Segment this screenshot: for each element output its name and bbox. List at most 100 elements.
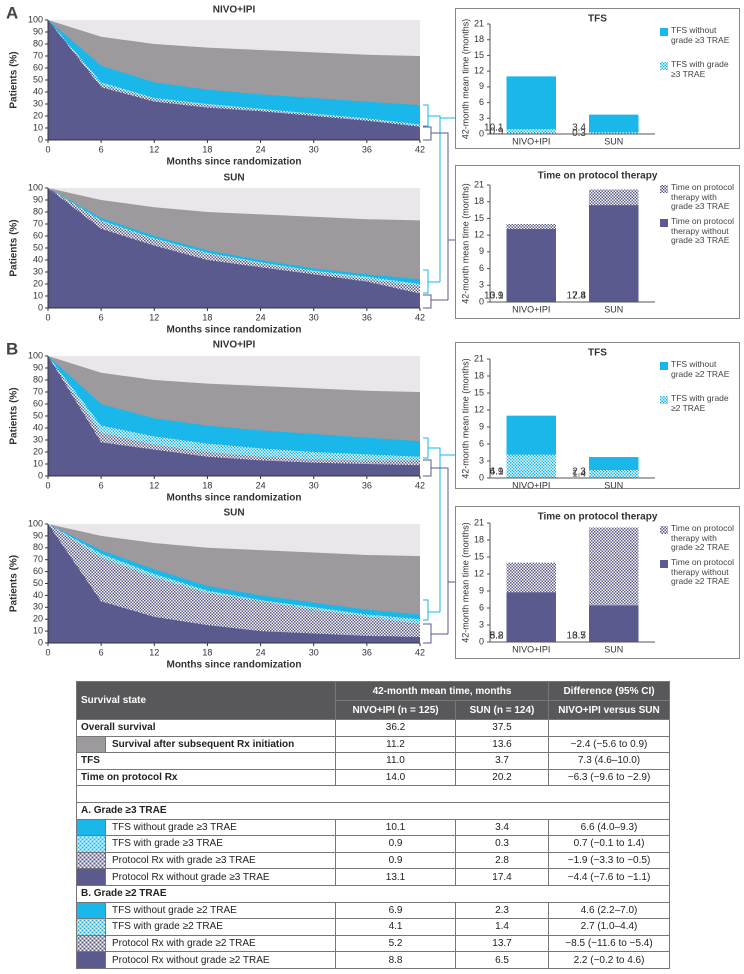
data-label: 8.8	[490, 631, 504, 642]
table-row: TFS with grade ≥2 TRAE 4.1 1.4 2.7 (1.0–4.4…	[76, 918, 671, 936]
data-label: 2.3	[572, 467, 586, 478]
y-tick-label: 6	[479, 97, 484, 107]
data-label: 10.1	[484, 123, 504, 134]
y-tick-label: 30	[33, 602, 43, 612]
table-row: Survival after subsequent Rx initiation 1…	[76, 735, 671, 754]
legend-swatch	[660, 396, 668, 404]
panel-label: A	[6, 3, 18, 22]
x-tick-label: 36	[362, 312, 372, 322]
y-tick-label: 12	[474, 404, 484, 414]
y-tick-label: 12	[474, 230, 484, 240]
y-tick-label: 15	[474, 213, 484, 223]
cell: 6.9	[335, 901, 457, 920]
x-axis-label: Months since randomization	[166, 660, 301, 670]
y-tick-label: 21	[474, 517, 484, 527]
cell: Time on protocol Rx	[75, 768, 337, 787]
y-tick-label: 10	[33, 290, 43, 300]
y-tick-label: 20	[33, 278, 43, 288]
bar-segment	[506, 76, 556, 130]
table-row: Survival state 42-month mean time, months…	[75, 681, 671, 720]
x-tick-label: 0	[45, 312, 50, 322]
y-tick-label: 21	[474, 18, 484, 28]
table-row: Time on protocol Rx 14.0 20.2 −6.3 (−9.6 to…	[75, 768, 671, 787]
x-tick-label: 6	[99, 144, 104, 154]
bar-segment	[506, 229, 556, 302]
cell: 11.0	[335, 752, 457, 770]
cell: 2.7 (1.0–4.4)	[548, 918, 671, 936]
cell: Protocol Rx without grade ≥3 TRAE	[104, 868, 337, 886]
y-tick-label: 9	[479, 81, 484, 91]
legend-entry: Time on protocol therapy without grade ≥…	[671, 558, 734, 586]
x-tick-label: 42	[415, 647, 425, 657]
y-tick-label: 70	[33, 50, 43, 60]
bar-segment	[589, 470, 639, 478]
cell: 37.5	[455, 719, 550, 737]
cell: −1.9 (−3.3 to −0.5)	[548, 851, 671, 870]
cell: TFS without grade ≥3 TRAE	[104, 818, 337, 837]
cell: 2.3	[455, 901, 550, 920]
bar-segment	[506, 592, 556, 642]
table-row: Protocol Rx with grade ≥2 TRAE 5.2 13.7 −8.…	[76, 934, 671, 953]
legend-entry: TFS without grade ≥3 TRAE	[671, 26, 729, 44]
table-row: TFS with grade ≥3 TRAE 0.9 0.3 0.7 (−0.1 to…	[76, 835, 671, 853]
y-tick-label: 100	[28, 14, 43, 24]
swatch	[76, 868, 106, 886]
x-tick-label: SUN	[604, 136, 623, 146]
y-tick-label: 10	[33, 458, 43, 468]
y-axis-label: 42-month mean time (months)	[460, 19, 470, 140]
x-tick-label: 36	[362, 144, 372, 154]
chart-title: NIVO+IPI	[213, 340, 256, 351]
cell: −4.4 (−7.6 to −1.1)	[548, 868, 671, 886]
header-cell: NIVO+IPI (n = 125)	[335, 700, 457, 720]
y-axis-label: Patients (%)	[9, 387, 20, 444]
x-tick-label: 36	[362, 480, 372, 490]
legend-entry: TFS with grade ≥3 TRAE	[671, 60, 729, 78]
x-tick-label: 18	[202, 144, 212, 154]
x-tick-label: 12	[149, 480, 159, 490]
legend-label: TFS with grade ≥2 TRAE	[671, 394, 729, 413]
data-label: 5.2	[490, 631, 504, 642]
cell: −8.5 (−11.6 to −5.4)	[548, 934, 671, 953]
cell: 13.1	[335, 868, 457, 886]
area	[48, 356, 420, 476]
y-tick-label: 21	[474, 179, 484, 189]
y-axis-label: 42-month mean time (months)	[460, 522, 470, 643]
connectors	[423, 104, 455, 644]
x-tick-label: 12	[149, 647, 159, 657]
table-row: TFS 11.0 3.7 7.3 (4.6–10.0)	[75, 752, 671, 770]
legend-label: Time on protocol therapy without grade ≥…	[671, 558, 734, 586]
cell: 7.3 (4.6–10.0)	[548, 752, 671, 770]
x-tick-label: NIVO+IPI	[512, 480, 550, 490]
x-tick-label: 24	[256, 480, 266, 490]
cell: 1.4	[455, 918, 550, 936]
table-row: TFS without grade ≥3 TRAE 10.1 3.4 6.6 (4.0…	[76, 818, 671, 837]
data-label: 0.9	[490, 291, 504, 302]
x-tick-label: 6	[99, 480, 104, 490]
x-tick-label: 18	[202, 312, 212, 322]
x-tick-label: 0	[45, 480, 50, 490]
data-label: 0.3	[572, 128, 586, 139]
y-tick-label: 15	[474, 551, 484, 561]
swatch	[76, 918, 106, 936]
y-tick-label: 10	[33, 122, 43, 132]
y-tick-label: 30	[33, 266, 43, 276]
cell: Protocol Rx without grade ≥2 TRAE	[104, 951, 337, 969]
x-tick-label: SUN	[604, 644, 623, 654]
cell: Protocol Rx with grade ≥2 TRAE	[104, 934, 337, 953]
swatch	[76, 934, 106, 953]
y-tick-label: 15	[474, 387, 484, 397]
cell	[548, 719, 671, 737]
legend-swatch	[660, 526, 668, 534]
legend-swatch	[660, 185, 668, 193]
chart-title: SUN	[223, 508, 244, 519]
y-tick-label: 100	[28, 350, 43, 360]
bar-segment	[589, 132, 639, 134]
cell: 4.1	[335, 918, 457, 936]
legend-swatch	[660, 28, 668, 36]
cell: Survival after subsequent Rx initiation	[104, 735, 337, 754]
x-tick-label: 36	[362, 647, 372, 657]
swatch	[76, 818, 106, 837]
chart-title: TFS	[588, 348, 607, 359]
